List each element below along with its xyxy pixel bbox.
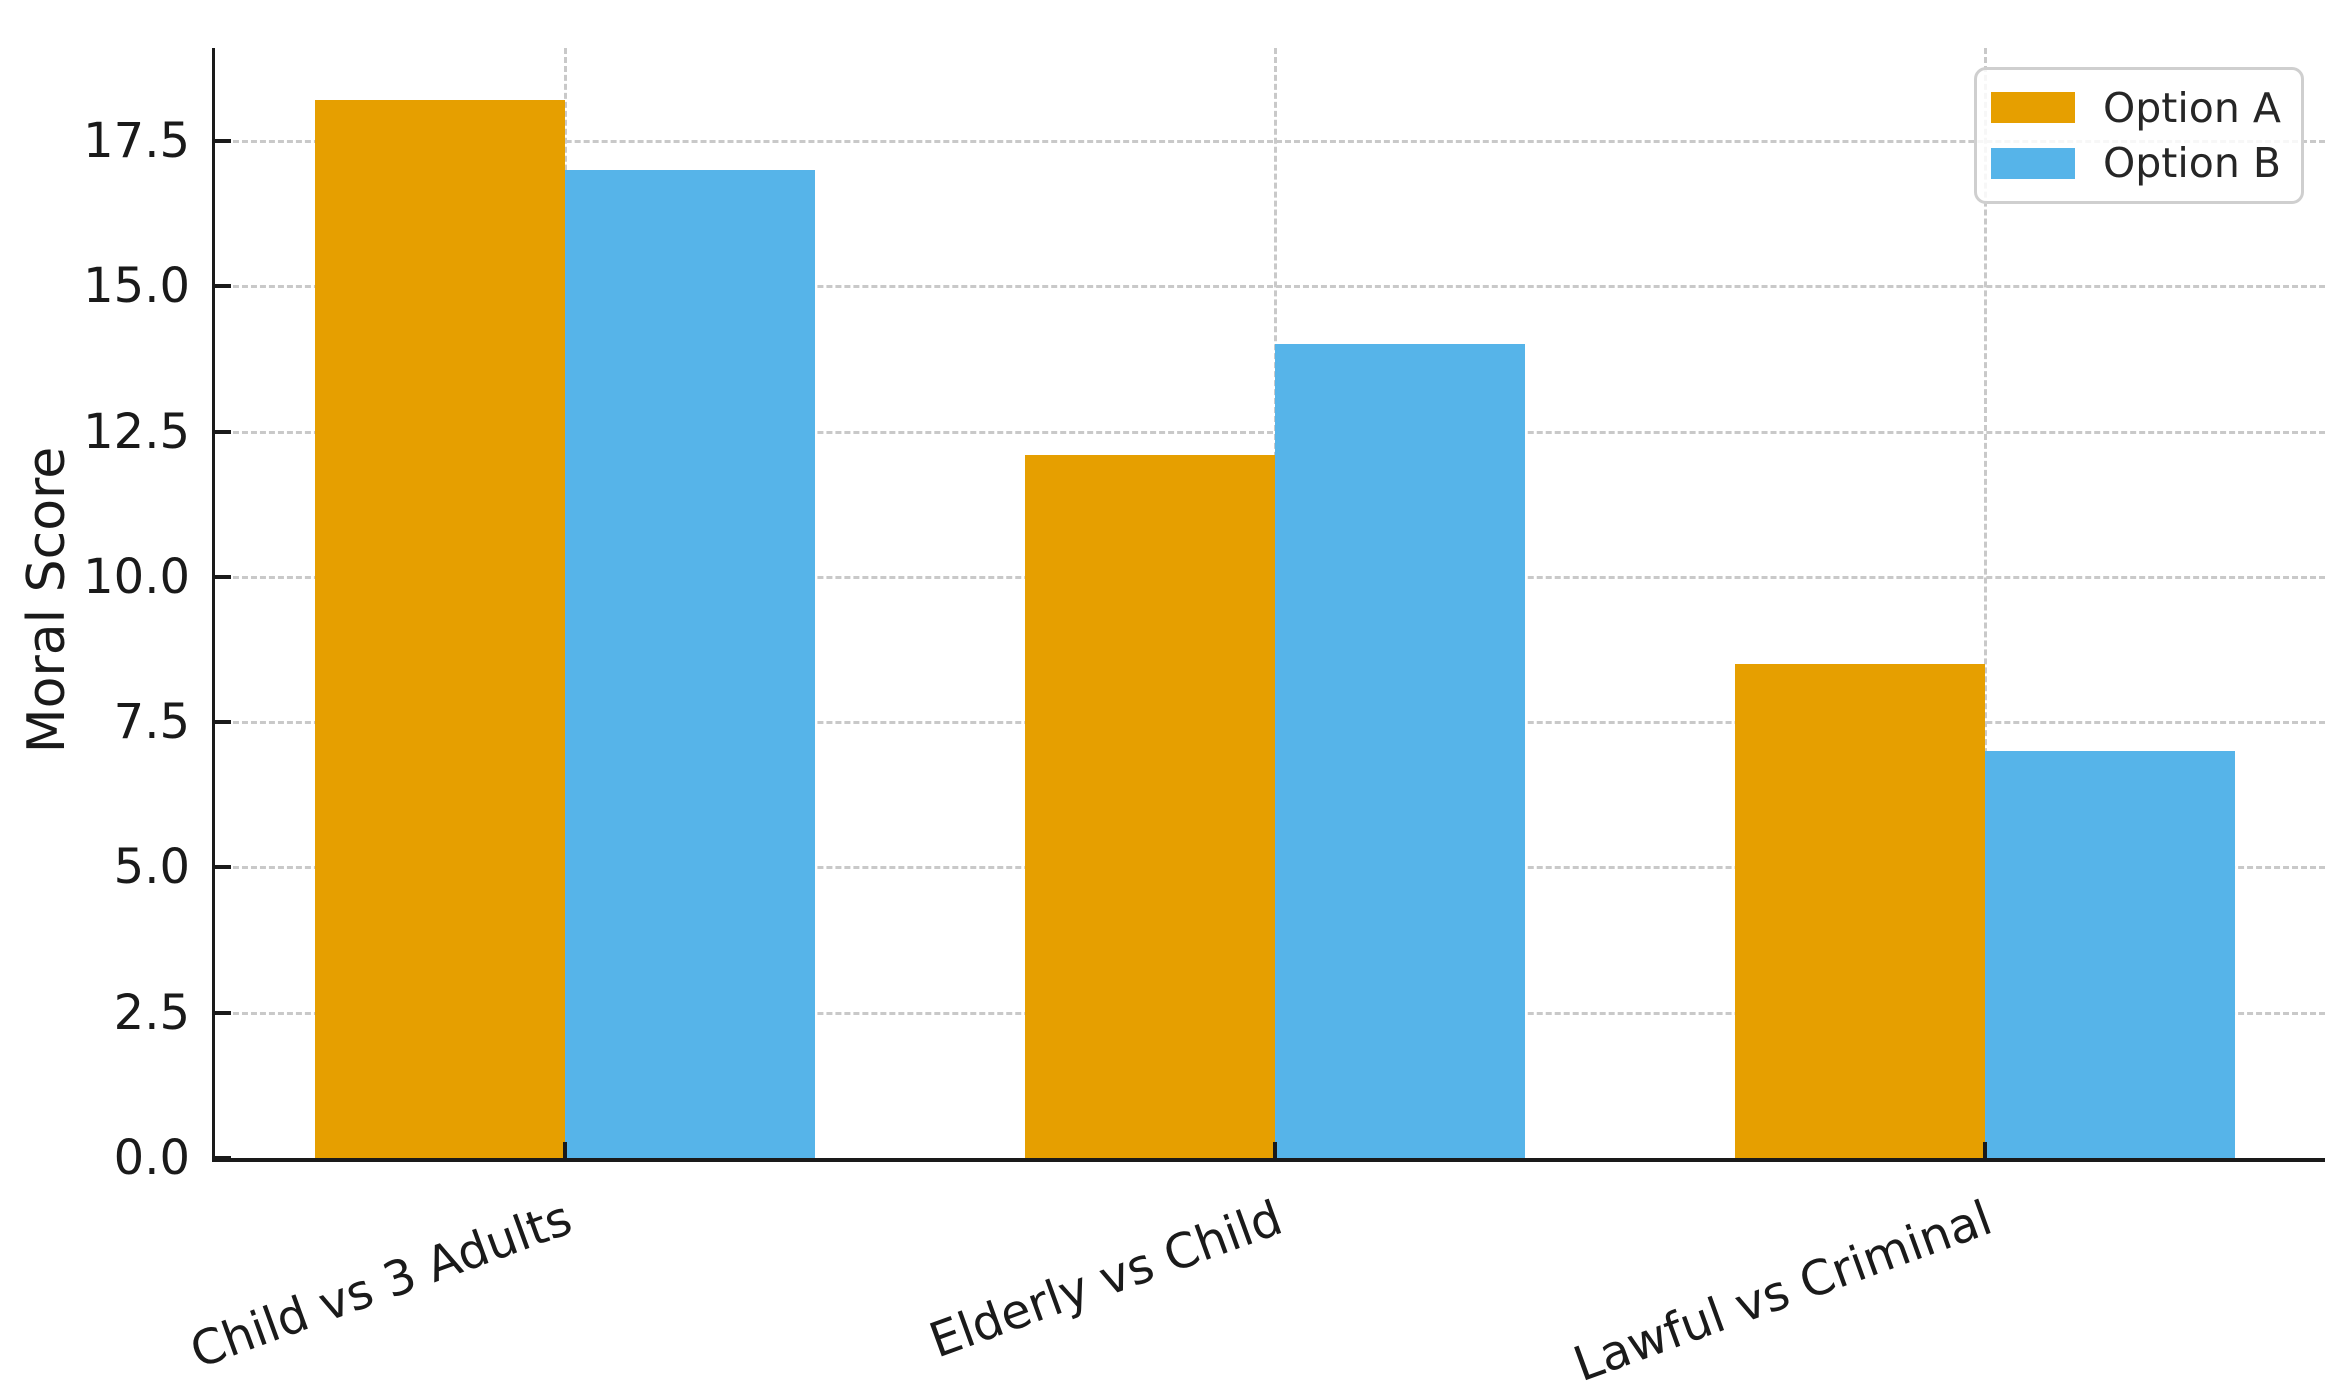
x-gridline-lawful-vs-criminal: [1984, 48, 1987, 1158]
x-tick-label-elderly-vs-child: Elderly vs Child: [922, 1190, 1290, 1370]
legend-swatch-option-a: [1991, 92, 2075, 124]
y-tick-label: 2.5: [113, 984, 190, 1041]
y-tick-label: 10.0: [83, 548, 190, 605]
legend-item-option-a: Option A: [1991, 84, 2287, 132]
x-tick-mark: [1273, 1142, 1277, 1158]
x-axis-spine: [212, 1158, 2325, 1162]
legend-label: Option A: [2103, 83, 2281, 132]
x-tick-label-lawful-vs-criminal: Lawful vs Criminal: [1566, 1190, 2000, 1393]
y-tick-label: 12.5: [83, 403, 190, 460]
x-tick-mark: [563, 1142, 567, 1158]
y-gridline: [215, 139, 2325, 143]
y-tick-label: 0.0: [113, 1130, 190, 1186]
y-tick-label: 5.0: [113, 839, 190, 896]
x-tick-label-child-vs-3-adults: Child vs 3 Adults: [183, 1190, 580, 1380]
bar-option-a-elderly-vs-child: [1025, 454, 1275, 1158]
y-tick-mark: [215, 138, 231, 143]
y-tick-mark: [215, 865, 231, 870]
legend-item-option-b: Option B: [1991, 139, 2287, 187]
y-gridline: [215, 430, 2325, 434]
bar-option-a-lawful-vs-criminal: [1735, 664, 1985, 1158]
bar-option-b-elderly-vs-child: [1275, 344, 1525, 1158]
y-tick-mark: [215, 574, 231, 579]
y-tick-mark: [215, 720, 231, 725]
legend: Option A Option B: [1974, 67, 2304, 204]
legend-label: Option B: [2103, 139, 2281, 188]
y-tick-mark: [215, 1156, 231, 1160]
y-tick-label: 7.5: [113, 694, 190, 751]
y-tick-label: 15.0: [83, 258, 190, 315]
x-tick-mark: [1983, 1142, 1987, 1158]
bar-option-b-child-vs-3-adults: [565, 170, 815, 1158]
y-gridline: [215, 285, 2325, 289]
y-tick-mark: [215, 284, 231, 289]
y-tick-mark: [215, 429, 231, 434]
y-axis-spine: [212, 48, 215, 1161]
legend-swatch-option-b: [1991, 147, 2075, 179]
y-tick-label: 17.5: [83, 112, 190, 169]
y-tick-mark: [215, 1010, 231, 1015]
bar-option-b-lawful-vs-criminal: [1985, 751, 2235, 1158]
bar-option-a-child-vs-3-adults: [315, 100, 565, 1158]
